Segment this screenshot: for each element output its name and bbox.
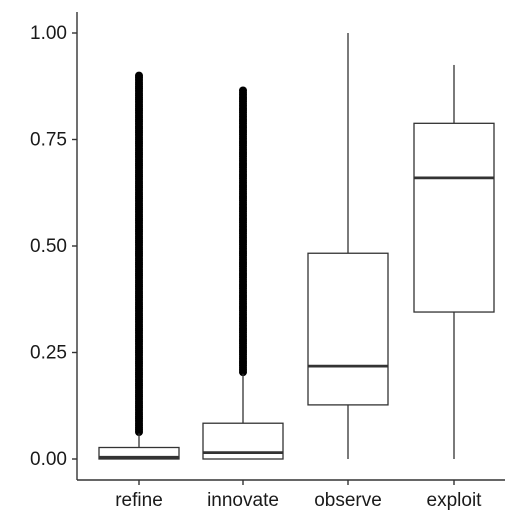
box-iqr <box>413 122 495 313</box>
x-tick-label: exploit <box>427 490 483 511</box>
box-iqr <box>307 252 389 406</box>
y-axis: 0.00 0.25 0.50 0.75 1.00 <box>30 12 78 480</box>
box-group-exploit <box>413 64 495 459</box>
box-group-observe <box>307 33 389 459</box>
y-tick-label: 1.00 <box>30 23 67 44</box>
y-tick-label: 0.00 <box>30 449 67 470</box>
box-group-innovate <box>202 86 284 460</box>
box-group-refine <box>98 71 180 460</box>
x-axis: refine innovate observe exploit <box>77 479 505 511</box>
y-tick-label: 0.25 <box>30 343 67 364</box>
box-iqr <box>98 446 180 460</box>
y-tick-label: 0.50 <box>30 236 67 257</box>
outlier-point <box>239 368 247 377</box>
x-tick-label: innovate <box>207 490 279 511</box>
plot-area <box>98 33 495 460</box>
outlier-point <box>135 428 143 436</box>
x-tick-label: observe <box>314 490 382 511</box>
x-tick-label: refine <box>115 490 163 511</box>
y-tick-label: 0.75 <box>30 130 67 151</box>
